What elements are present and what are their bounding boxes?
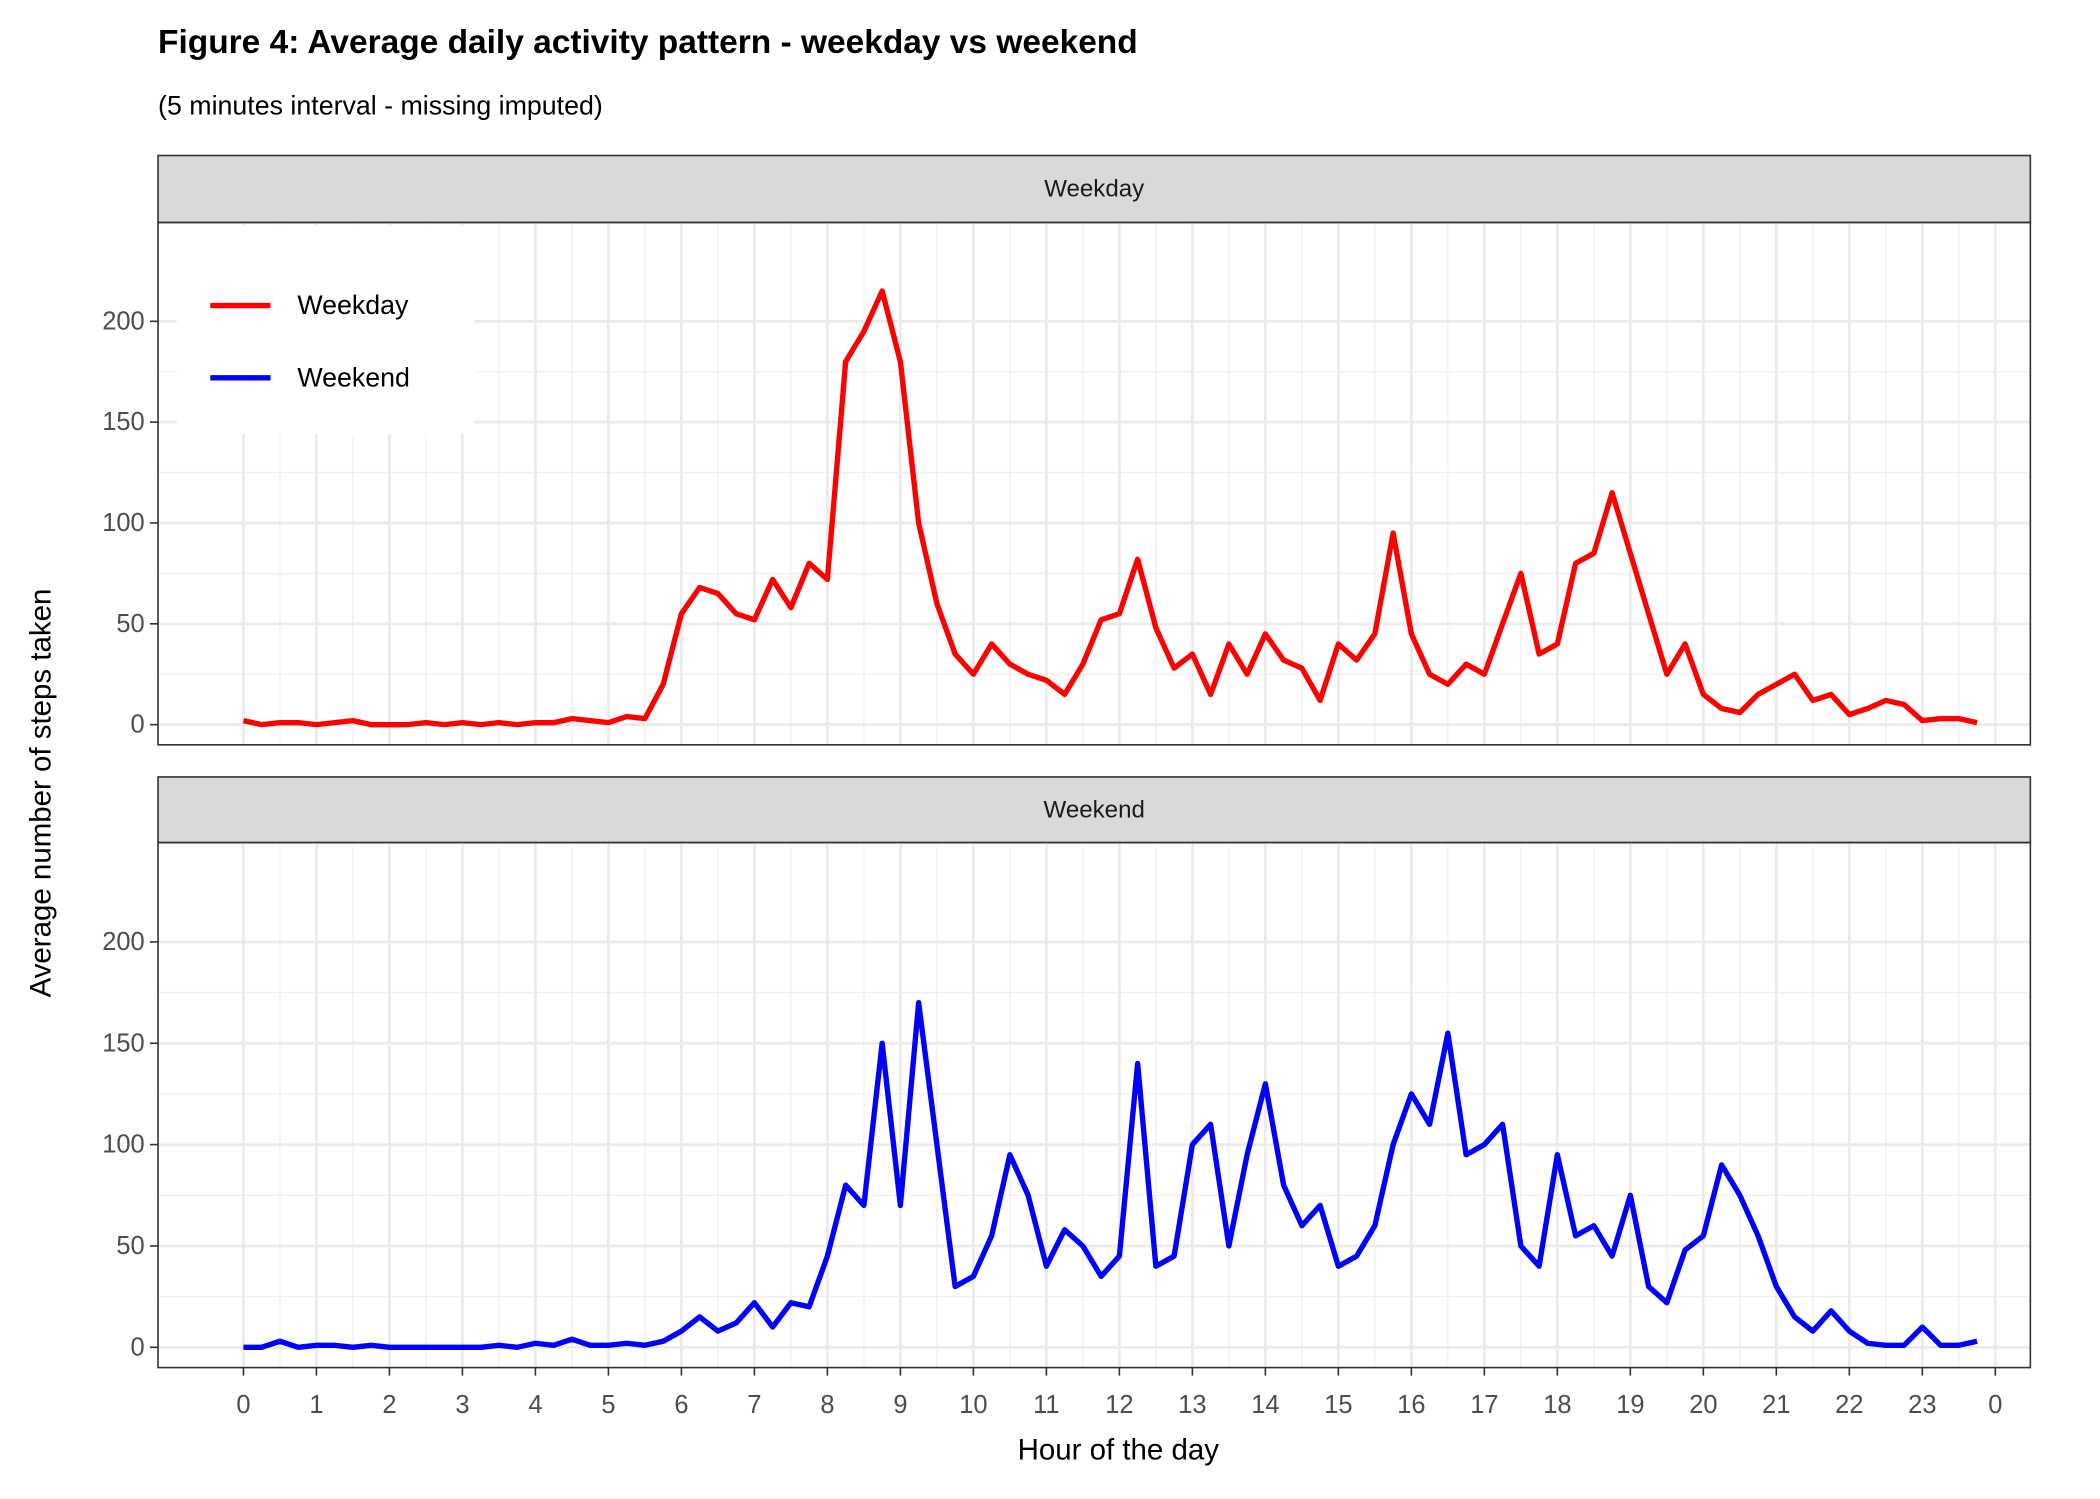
x-tick-label: 21 xyxy=(1762,1391,1790,1419)
series-line xyxy=(242,288,1978,728)
x-axis-label: Hour of the day xyxy=(1018,1434,1220,1467)
y-tick-label: 50 xyxy=(116,1232,144,1260)
y-tick-label: 200 xyxy=(102,307,144,335)
facet-label: Weekend xyxy=(1044,796,1145,823)
x-tick-label: 5 xyxy=(601,1391,615,1419)
x-tick-label: 13 xyxy=(1178,1391,1206,1419)
x-tick-label: 4 xyxy=(528,1391,542,1419)
x-tick-label: 11 xyxy=(1033,1391,1059,1419)
x-tick-label: 7 xyxy=(747,1391,761,1419)
chart-title: Figure 4: Average daily activity pattern… xyxy=(158,24,1138,61)
facet-strip xyxy=(157,154,2032,224)
y-tick-label: 0 xyxy=(130,711,144,739)
x-tick-label: 22 xyxy=(1835,1391,1863,1419)
y-tick-label: 100 xyxy=(102,1131,144,1159)
y-tick-label: 0 xyxy=(130,1333,144,1361)
x-tick-label: 14 xyxy=(1251,1391,1279,1419)
x-tick-label: 0 xyxy=(236,1391,250,1419)
x-tick-label: 8 xyxy=(820,1391,834,1419)
x-tick-label: 16 xyxy=(1397,1391,1425,1419)
y-tick-label: 150 xyxy=(102,1029,144,1057)
facet-label: Weekday xyxy=(1044,176,1144,203)
x-tick-label: 3 xyxy=(455,1391,469,1419)
facet-strip xyxy=(157,776,2032,844)
y-tick-label: 150 xyxy=(102,408,144,436)
y-tick-label: 200 xyxy=(102,928,144,956)
legend-label: Weekend xyxy=(297,362,410,392)
x-tick-label: 20 xyxy=(1689,1391,1717,1419)
x-tick-label: 1 xyxy=(309,1391,323,1419)
panel-border xyxy=(157,221,2032,746)
x-tick-label: 9 xyxy=(893,1391,907,1419)
x-tick-label: 17 xyxy=(1470,1391,1498,1419)
x-tick-label: 19 xyxy=(1616,1391,1644,1419)
y-axis-label: Average number of steps taken xyxy=(25,589,58,998)
x-tick-label: 18 xyxy=(1543,1391,1571,1419)
y-tick-label: 100 xyxy=(102,509,144,537)
x-tick-label: 10 xyxy=(959,1391,987,1419)
series-line xyxy=(243,1000,1978,1350)
x-tick-label: 2 xyxy=(382,1391,396,1419)
x-tick-label: 12 xyxy=(1105,1391,1133,1419)
chart-subtitle: (5 minutes interval - missing imputed) xyxy=(158,90,603,120)
x-tick-label: 0 xyxy=(1988,1391,2002,1419)
legend-label: Weekday xyxy=(297,290,409,320)
x-tick-label: 15 xyxy=(1324,1391,1352,1419)
panel-border xyxy=(157,841,2032,1369)
y-tick-label: 50 xyxy=(116,610,144,638)
x-tick-label: 6 xyxy=(674,1391,688,1419)
x-tick-label: 23 xyxy=(1908,1391,1936,1419)
legend-box xyxy=(176,225,475,435)
